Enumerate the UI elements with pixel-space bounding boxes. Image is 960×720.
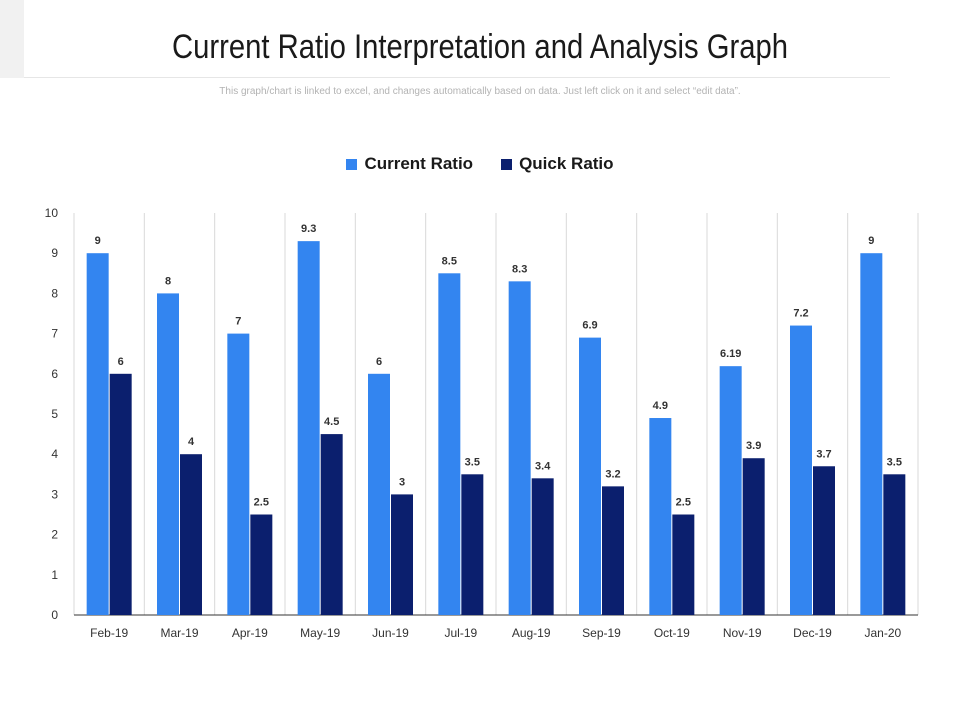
x-tick-label: Feb-19 (90, 626, 128, 640)
data-label-current-ratio: 6.19 (720, 348, 741, 360)
data-label-current-ratio: 7 (235, 316, 241, 328)
bar-quick-ratio (250, 514, 273, 615)
y-tick-label: 0 (51, 608, 58, 622)
bar-current-ratio (719, 366, 742, 615)
y-tick-label: 8 (51, 286, 58, 300)
bar-current-ratio (227, 333, 250, 615)
bar-quick-ratio (602, 486, 624, 615)
page-title: Current Ratio Interpretation and Analysi… (171, 28, 789, 66)
data-label-quick-ratio: 3.7 (816, 448, 831, 460)
data-label-quick-ratio: 4 (188, 436, 195, 448)
bar-current-ratio (860, 253, 883, 615)
data-label-current-ratio: 8 (165, 275, 171, 287)
page-subtitle: This graph/chart is linked to excel, and… (219, 86, 741, 97)
x-tick-label: Jun-19 (372, 626, 409, 640)
y-tick-label: 1 (51, 568, 58, 582)
x-tick-label: Jul-19 (444, 626, 477, 640)
x-tick-label: Nov-19 (723, 626, 762, 640)
data-label-current-ratio: 4.9 (653, 400, 668, 412)
legend-swatch-current-ratio (346, 158, 358, 170)
bar-current-ratio (579, 337, 601, 615)
y-tick-label: 2 (51, 528, 58, 542)
bar-quick-ratio (883, 474, 906, 615)
data-label-current-ratio: 8.5 (442, 255, 457, 267)
data-label-quick-ratio: 3.9 (746, 440, 761, 452)
data-label-current-ratio: 6 (376, 356, 382, 368)
data-label-current-ratio: 9 (95, 235, 101, 247)
data-label-current-ratio: 6.9 (582, 320, 597, 332)
bar-quick-ratio (180, 454, 202, 615)
bar-current-ratio (86, 253, 109, 615)
y-tick-label: 3 (51, 487, 58, 501)
x-tick-label: Mar-19 (160, 626, 198, 640)
x-tick-label: Jan-20 (864, 626, 901, 640)
data-label-current-ratio: 7.2 (793, 308, 808, 320)
bar-quick-ratio (461, 474, 484, 615)
x-tick-label: Aug-19 (512, 626, 551, 640)
y-tick-label: 6 (51, 367, 58, 381)
y-tick-label: 9 (51, 246, 58, 260)
bar-current-ratio (368, 373, 390, 615)
x-tick-label: May-19 (300, 626, 340, 640)
data-label-current-ratio: 9 (868, 235, 874, 247)
data-label-current-ratio: 8.3 (512, 263, 527, 275)
y-tick-label: 5 (51, 407, 58, 421)
bar-current-ratio (297, 241, 320, 615)
x-tick-label: Oct-19 (654, 626, 690, 640)
bar-quick-ratio (109, 373, 132, 615)
bar-quick-ratio (391, 494, 413, 615)
y-tick-label: 7 (51, 327, 58, 341)
bar-quick-ratio (531, 478, 554, 615)
y-tick-label: 4 (51, 447, 58, 461)
bar-current-ratio (157, 293, 179, 615)
legend-label-current-ratio: Current Ratio (364, 154, 474, 173)
legend-swatch-quick-ratio (501, 158, 513, 170)
legend-label-quick-ratio: Quick Ratio (519, 154, 614, 173)
chart-legend: Current Ratio Quick Ratio (0, 154, 960, 174)
bar-quick-ratio (742, 458, 765, 615)
bar-current-ratio (649, 418, 672, 615)
x-tick-label: Apr-19 (232, 626, 268, 640)
y-tick-label: 10 (45, 206, 59, 220)
data-label-quick-ratio: 3.2 (605, 468, 620, 480)
legend-item-current-ratio: Current Ratio (346, 154, 473, 174)
bar-quick-ratio (813, 466, 835, 615)
data-label-quick-ratio: 3.5 (465, 456, 480, 468)
legend-item-quick-ratio: Quick Ratio (501, 154, 614, 174)
data-label-quick-ratio: 3 (399, 476, 405, 488)
data-label-quick-ratio: 6 (118, 356, 124, 368)
data-label-quick-ratio: 3.4 (535, 460, 551, 472)
x-tick-label: Dec-19 (793, 626, 832, 640)
data-label-quick-ratio: 2.5 (254, 497, 269, 509)
bar-current-ratio (438, 273, 461, 615)
bar-quick-ratio (672, 514, 695, 615)
bar-current-ratio (790, 325, 812, 615)
data-label-current-ratio: 9.3 (301, 223, 316, 235)
corner-tab (0, 0, 24, 78)
data-label-quick-ratio: 4.5 (324, 416, 339, 428)
title-divider (24, 77, 890, 78)
bar-quick-ratio (320, 434, 343, 615)
x-tick-label: Sep-19 (582, 626, 621, 640)
data-label-quick-ratio: 2.5 (676, 497, 691, 509)
bar-current-ratio (508, 281, 531, 615)
data-label-quick-ratio: 3.5 (887, 456, 902, 468)
